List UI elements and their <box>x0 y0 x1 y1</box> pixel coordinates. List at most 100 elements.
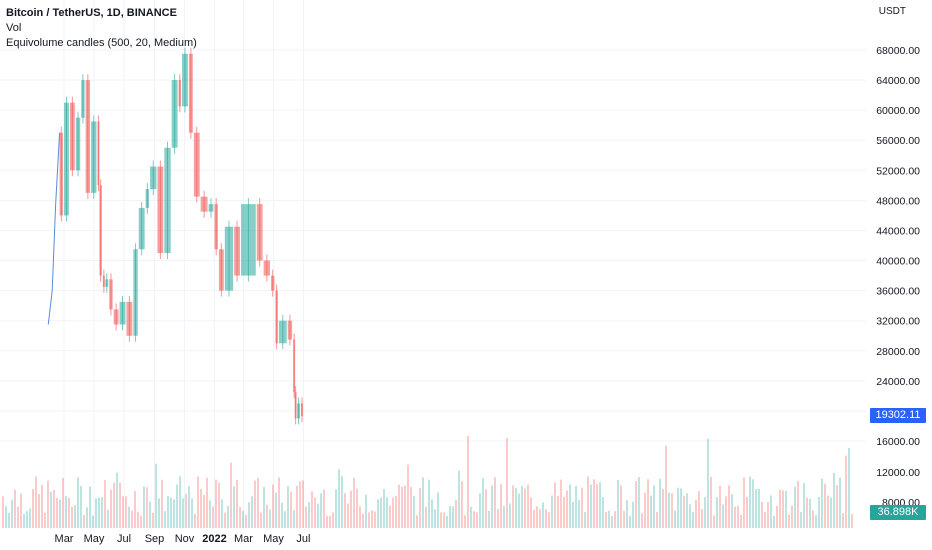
volume-bar <box>605 512 607 528</box>
candle-body <box>271 275 275 291</box>
volume-bar <box>287 486 289 528</box>
volume-bar <box>803 483 805 528</box>
volume-bar <box>608 510 610 528</box>
volume-bar <box>482 478 484 528</box>
volume-bar <box>344 493 346 528</box>
volume-bar <box>17 506 19 528</box>
volume-bar <box>407 464 409 528</box>
volume-bar <box>212 506 214 528</box>
volume-bar <box>842 513 844 528</box>
volume-bar <box>677 487 679 528</box>
volume-bar <box>83 515 85 528</box>
volume-bar <box>758 488 760 528</box>
volume-bar <box>347 503 349 528</box>
volume-histogram <box>2 436 853 528</box>
volume-bar <box>122 496 124 528</box>
volume-bar <box>551 495 553 528</box>
volume-bar <box>230 462 232 528</box>
volume-bar <box>47 480 49 528</box>
last-volume-tag: 36.898K <box>870 505 926 520</box>
candle-body <box>138 207 145 250</box>
volume-bar <box>356 488 358 528</box>
grid-lines <box>0 0 866 528</box>
volume-bar <box>227 505 229 528</box>
candle-body <box>294 392 297 419</box>
volume-bar <box>383 489 385 528</box>
volume-bar <box>722 504 724 528</box>
volume-bar <box>764 511 766 528</box>
volume-bar <box>815 515 817 528</box>
volume-bar <box>440 512 442 528</box>
price-line-segment <box>47 290 53 325</box>
volume-bar <box>167 496 169 528</box>
volume-bar <box>203 494 205 528</box>
volume-bar <box>41 485 43 528</box>
volume-bar <box>752 479 754 528</box>
volume-bar <box>569 484 571 528</box>
candle-body <box>263 260 271 276</box>
volume-bar <box>626 500 628 528</box>
volume-bar <box>77 477 79 528</box>
volume-bar <box>740 514 742 528</box>
volume-bar <box>467 436 469 528</box>
candle-body <box>297 403 301 419</box>
volume-bar <box>749 476 751 528</box>
candle-body <box>69 102 75 171</box>
volume-bar <box>302 480 304 528</box>
time-tick-label: Jul <box>117 533 131 545</box>
volume-bar <box>485 489 487 528</box>
volume-bar <box>614 511 616 528</box>
volume-bar <box>206 477 208 528</box>
volume-bar <box>518 493 520 528</box>
volume-bar <box>596 484 598 528</box>
volume-bar <box>488 510 490 528</box>
volume-bar <box>299 481 301 528</box>
volume-bar <box>536 506 538 528</box>
price-tick-label: 56000.00 <box>876 135 920 147</box>
time-tick-label: Sep <box>145 533 165 545</box>
candle-body <box>301 403 304 417</box>
time-tick-label: Jul <box>296 533 310 545</box>
volume-bar <box>494 477 496 528</box>
volume-bar <box>416 515 418 528</box>
volume-indicator-label[interactable]: Vol <box>6 22 22 34</box>
volume-bar <box>662 488 664 528</box>
volume-bar <box>845 455 847 528</box>
volume-bar <box>584 512 586 528</box>
candle-body <box>218 249 224 291</box>
volume-bar <box>269 509 271 528</box>
volume-bar <box>665 445 667 528</box>
volume-bar <box>503 506 505 528</box>
volume-bar <box>710 477 712 528</box>
volume-bar <box>539 509 541 528</box>
time-tick-label: 2022 <box>202 533 226 545</box>
volume-bar <box>743 477 745 528</box>
volume-bar <box>695 499 697 528</box>
time-tick-label: May <box>263 533 284 545</box>
volume-bar <box>635 481 637 528</box>
symbol-title[interactable]: Bitcoin / TetherUS, 1D, BINANCE <box>6 7 177 19</box>
volume-bar <box>812 510 814 528</box>
volume-bar <box>44 512 46 528</box>
candle-body <box>113 309 119 325</box>
volume-bar <box>680 488 682 528</box>
volume-bar <box>773 515 775 528</box>
volume-bar <box>164 511 166 528</box>
volume-bar <box>587 476 589 528</box>
volume-bar <box>737 505 739 528</box>
equivolume-indicator-label[interactable]: Equivolume candles (500, 20, Medium) <box>6 37 197 49</box>
time-tick-label: May <box>84 533 105 545</box>
volume-bar <box>14 489 16 528</box>
candle-series <box>47 47 304 425</box>
price-line-segment <box>51 204 57 291</box>
volume-bar <box>776 506 778 528</box>
volume-bar <box>245 514 247 528</box>
volume-bar <box>323 489 325 528</box>
volume-bar <box>644 492 646 528</box>
volume-bar <box>8 512 10 528</box>
volume-bar <box>140 515 142 528</box>
volume-tick-label: 12000.00 <box>876 467 920 479</box>
volume-bar <box>68 497 70 528</box>
volume-bar <box>686 493 688 528</box>
